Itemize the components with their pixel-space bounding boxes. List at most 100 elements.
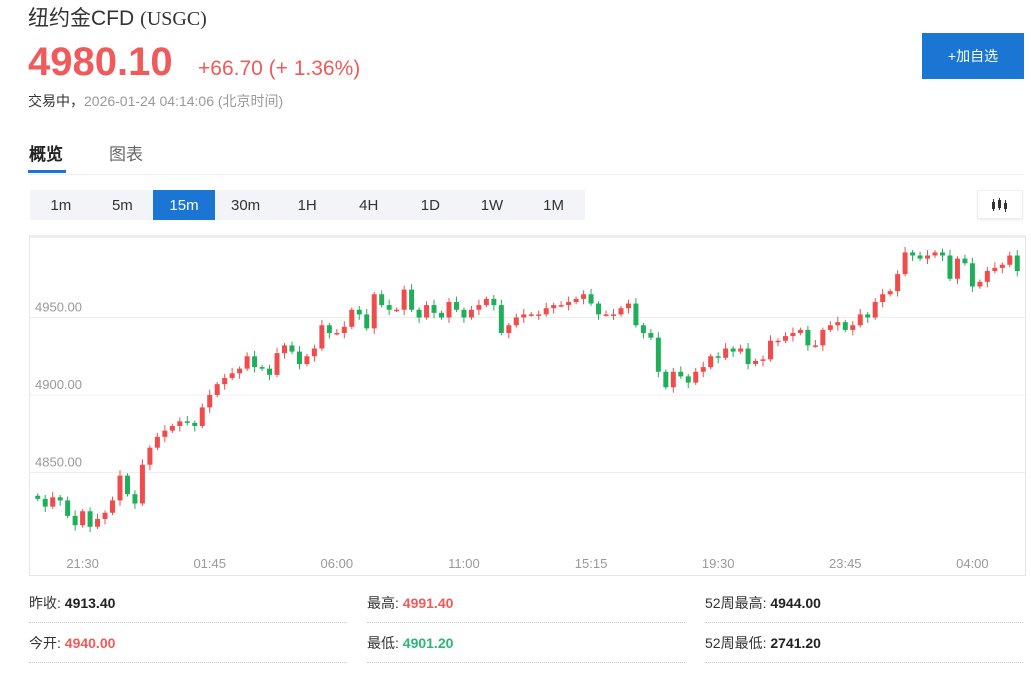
period-4h[interactable]: 4H — [359, 196, 379, 214]
candle — [281, 345, 287, 354]
timestamp: 2026-01-24 04:14:06 (北京时间) — [84, 93, 284, 109]
candle — [842, 322, 848, 330]
x-tick-label: 11:00 — [448, 556, 480, 571]
candle — [110, 500, 116, 513]
candle — [596, 303, 602, 315]
candle — [87, 511, 93, 527]
candle — [274, 353, 280, 375]
trading-status: 交易中，2026-01-24 04:14:06 (北京时间) — [28, 91, 283, 111]
candle — [625, 303, 631, 309]
candle — [259, 367, 265, 369]
period-5m[interactable]: 5m — [111, 196, 133, 214]
candle — [162, 430, 168, 437]
candle — [57, 497, 63, 501]
candle — [65, 500, 71, 516]
candle — [439, 312, 445, 318]
divider — [367, 662, 685, 663]
divider — [705, 622, 1023, 623]
candle — [618, 308, 624, 315]
x-tick-label: 19:30 — [702, 556, 735, 571]
candle — [304, 356, 310, 364]
candle — [453, 302, 459, 310]
candle — [700, 367, 706, 372]
candle — [80, 511, 86, 526]
candle — [409, 289, 415, 310]
candle — [610, 314, 616, 316]
candle — [214, 384, 220, 395]
candle — [386, 305, 392, 310]
candle — [431, 305, 437, 313]
stat-value: 4940.00 — [64, 635, 116, 651]
candle — [708, 356, 714, 368]
candle — [102, 512, 108, 519]
candle — [895, 274, 901, 292]
candle — [730, 348, 736, 352]
candle — [461, 309, 467, 318]
candle — [603, 314, 609, 316]
candle — [655, 337, 661, 372]
period-1d[interactable]: 1D — [420, 196, 440, 214]
period-1w[interactable]: 1W — [480, 196, 504, 214]
candle — [506, 325, 512, 333]
candle — [805, 329, 811, 346]
x-tick-label: 15:15 — [575, 556, 608, 571]
candle — [633, 303, 639, 326]
candle — [483, 298, 489, 306]
status-text: 交易中， — [28, 93, 84, 109]
period-15m[interactable]: 15m — [153, 190, 215, 220]
candle — [169, 426, 175, 431]
period-1mo[interactable]: 1M — [543, 196, 564, 214]
candle — [424, 305, 430, 318]
candle — [670, 371, 676, 388]
candle — [715, 356, 721, 358]
candle — [812, 345, 818, 347]
candle — [72, 515, 78, 526]
add-watchlist-button[interactable]: +加自选 — [922, 33, 1024, 79]
candle — [326, 325, 332, 333]
candle — [917, 255, 923, 259]
candle — [663, 371, 669, 388]
candle — [1014, 255, 1020, 271]
candle — [640, 325, 646, 333]
candle — [371, 294, 377, 329]
candle — [446, 302, 452, 318]
candlestick-icon — [992, 197, 1007, 212]
candle — [753, 360, 759, 364]
tab-overview[interactable]: 概览 — [29, 145, 63, 164]
stat-label: 最低: — [367, 635, 399, 651]
candle — [865, 314, 871, 318]
candle — [962, 258, 968, 264]
candle — [468, 309, 474, 318]
candle — [401, 289, 407, 310]
candle — [685, 376, 691, 383]
stat-52w-high: 52周最高: 4944.00 — [705, 593, 821, 613]
candle — [551, 305, 557, 309]
candle — [296, 351, 302, 364]
tab-chart[interactable]: 图表 — [109, 145, 143, 164]
period-1h[interactable]: 1H — [297, 196, 317, 214]
candle — [543, 308, 549, 315]
candle — [244, 356, 250, 369]
candle — [1007, 255, 1013, 265]
price-chart[interactable]: 5000.004950.004900.004850.0021:3001:4506… — [29, 222, 1026, 576]
chart-type-button[interactable] — [977, 190, 1023, 219]
candle — [521, 314, 527, 318]
period-1m[interactable]: 1m — [50, 196, 72, 214]
candle — [349, 309, 355, 327]
period-30m[interactable]: 30m — [230, 196, 261, 214]
candle — [498, 305, 504, 333]
candle — [35, 495, 41, 499]
candle — [341, 326, 347, 333]
candle — [50, 497, 56, 507]
candle — [581, 294, 587, 299]
candle — [237, 368, 243, 374]
candle — [984, 271, 990, 282]
candle — [192, 422, 198, 426]
candle — [925, 255, 931, 259]
candle — [902, 252, 908, 275]
stat-prev-close: 昨收: 4913.40 — [29, 593, 115, 613]
candle — [760, 359, 766, 361]
candle — [491, 298, 497, 306]
stat-high: 最高: 4991.40 — [367, 593, 453, 613]
candle — [693, 371, 699, 383]
